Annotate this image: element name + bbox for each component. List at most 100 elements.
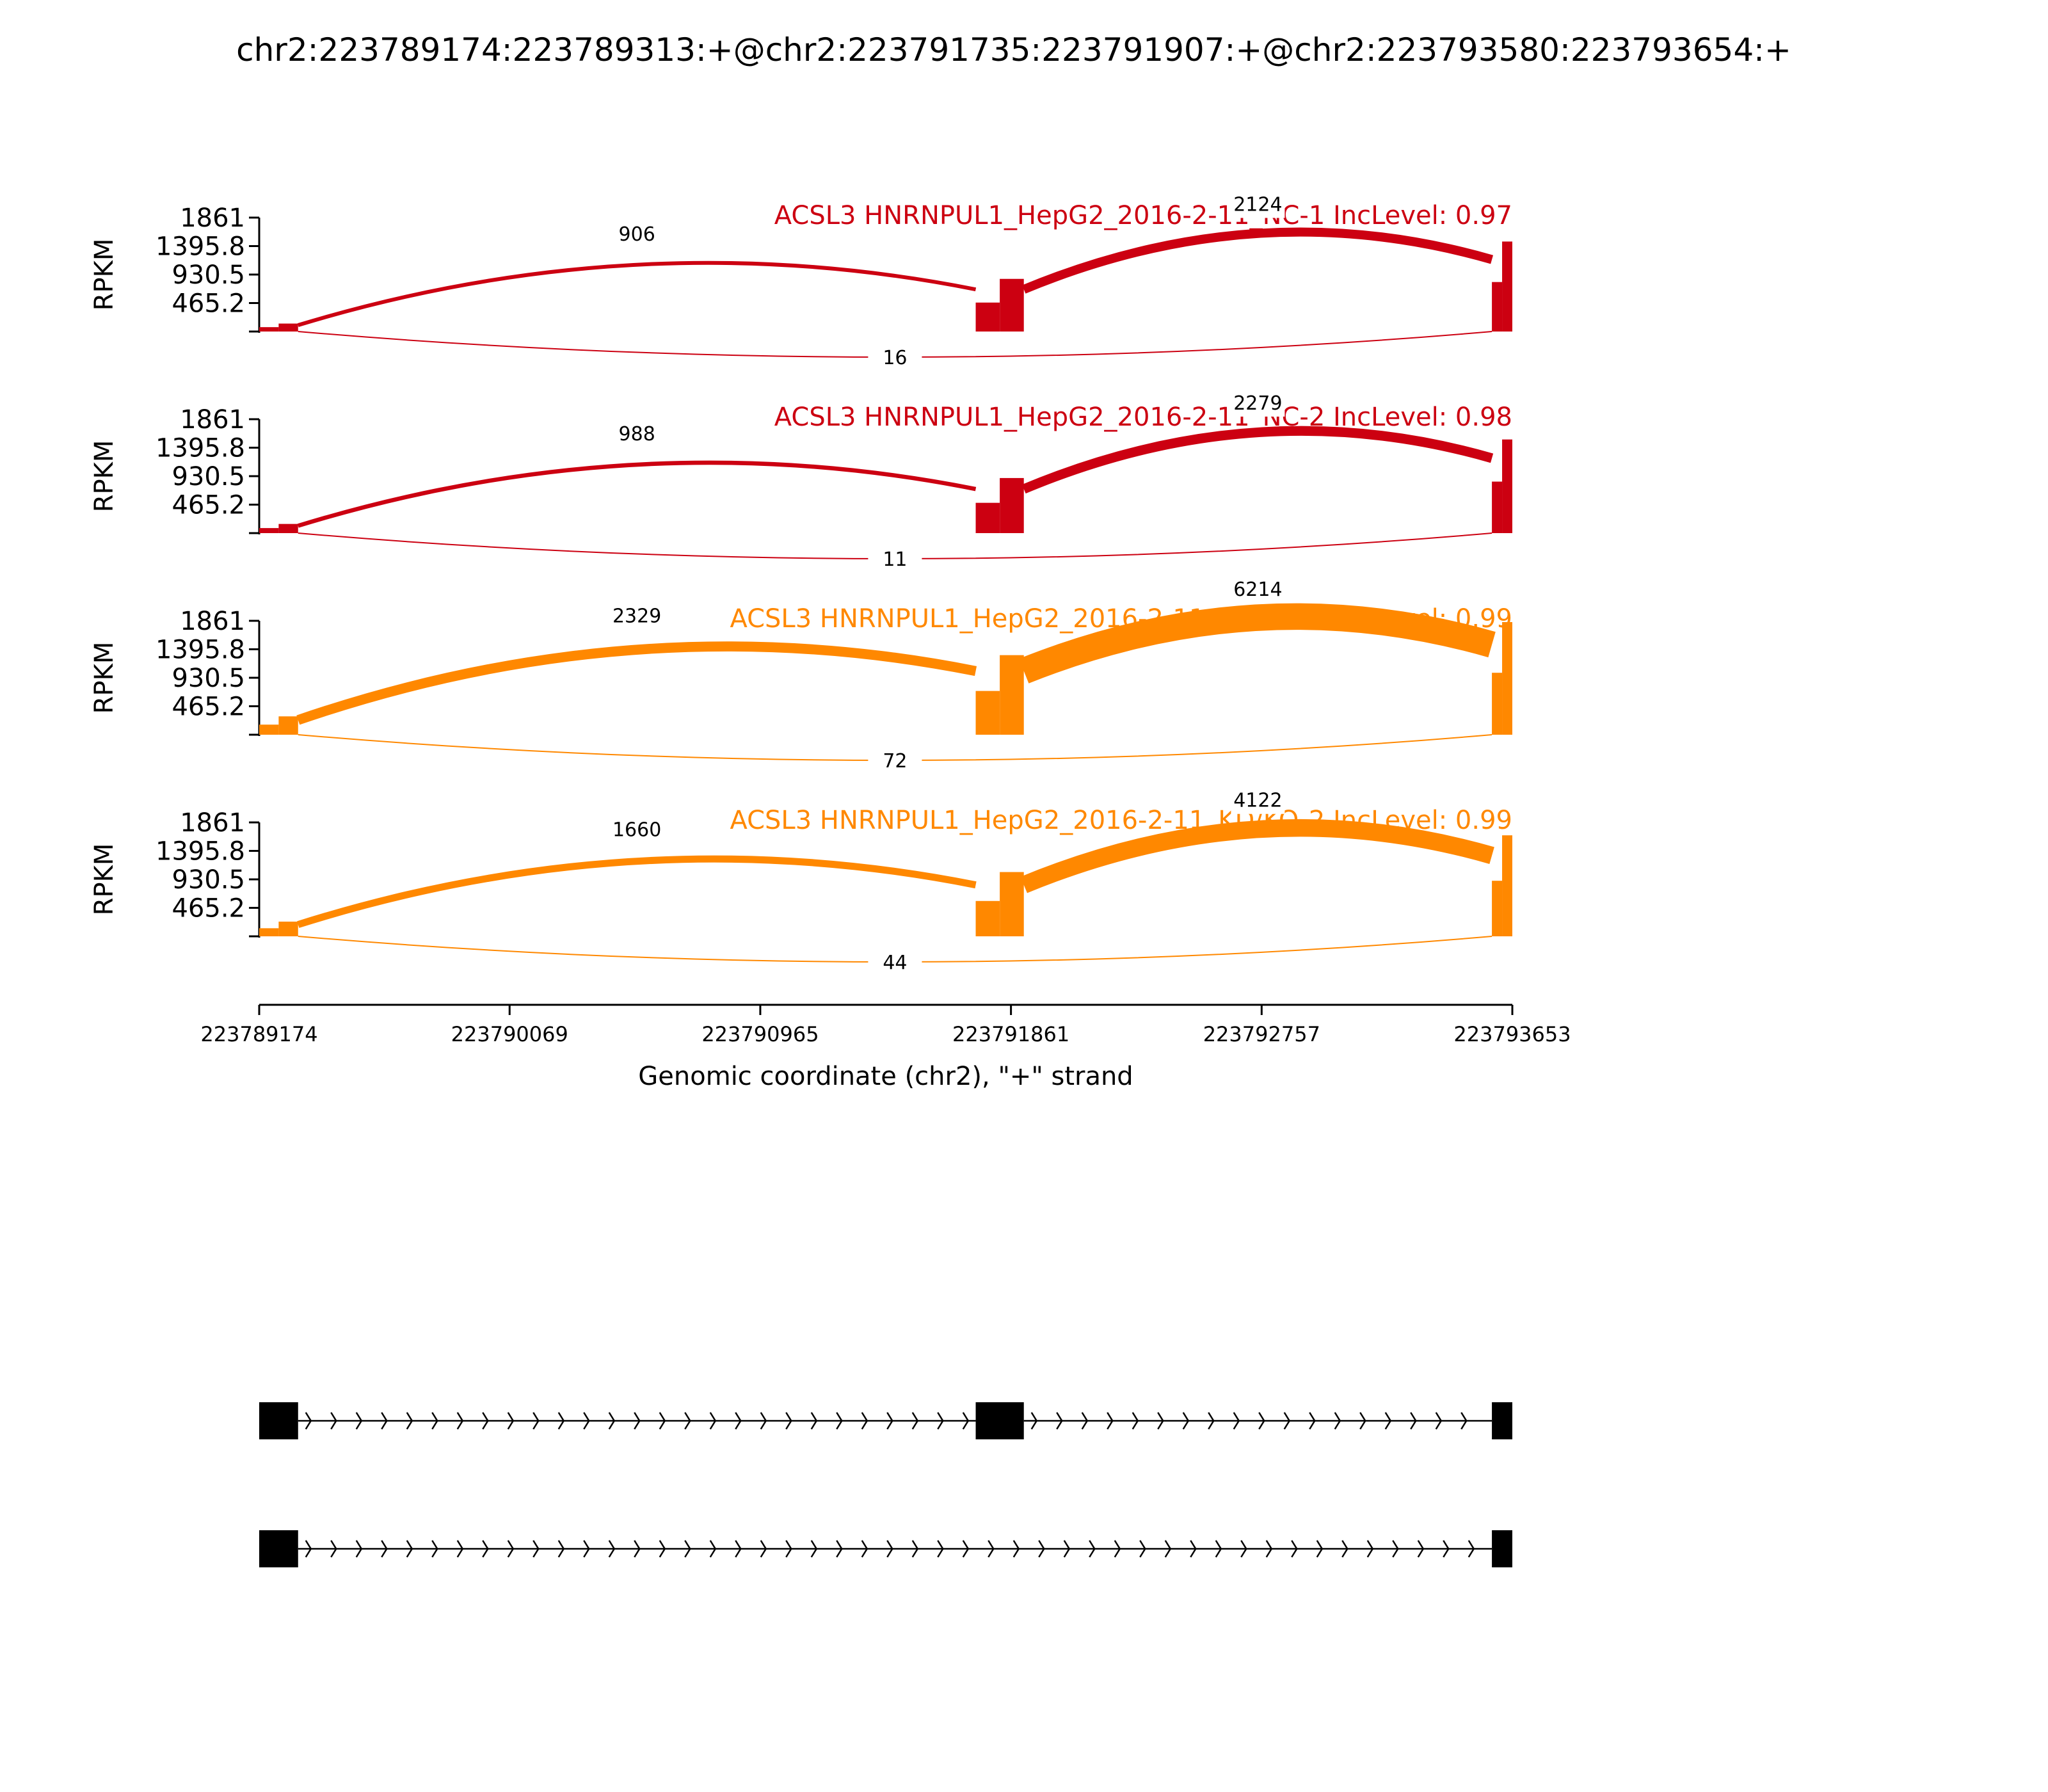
strand-arrow bbox=[608, 1412, 616, 1430]
y-axis-label: RPKM bbox=[90, 440, 119, 513]
strand-arrow bbox=[1341, 1540, 1348, 1558]
strand-arrow bbox=[937, 1412, 944, 1430]
strand-arrow bbox=[1063, 1540, 1071, 1558]
y-tick-label: 1395.8 bbox=[156, 836, 245, 866]
strand-arrow bbox=[1392, 1540, 1399, 1558]
strand-arrow bbox=[507, 1412, 515, 1430]
junction-arc bbox=[296, 641, 977, 725]
y-tick-label: 1861 bbox=[180, 204, 245, 233]
junction-arc bbox=[1022, 227, 1494, 294]
strand-arrow bbox=[861, 1540, 868, 1558]
strand-arrow bbox=[1182, 1412, 1190, 1430]
isoform-track-1 bbox=[259, 1402, 1512, 1439]
x-tick-label: 223793653 bbox=[1453, 1022, 1571, 1046]
strand-arrow bbox=[1208, 1412, 1215, 1430]
y-tick-label: 930.5 bbox=[172, 462, 245, 492]
strand-arrow bbox=[431, 1540, 438, 1558]
coverage-block bbox=[1000, 477, 1024, 533]
strand-arrow bbox=[785, 1412, 792, 1430]
junction-label-bg bbox=[610, 419, 664, 448]
strand-arrow bbox=[1359, 1412, 1366, 1430]
junction-label-bg bbox=[610, 815, 664, 844]
strand-arrow bbox=[1030, 1412, 1038, 1430]
strand-arrow bbox=[482, 1540, 489, 1558]
strand-arrow bbox=[861, 1412, 868, 1430]
strand-arrow bbox=[1114, 1540, 1121, 1558]
coverage-block bbox=[975, 900, 1000, 936]
coverage-block bbox=[259, 928, 279, 936]
coverage-block bbox=[278, 323, 298, 332]
y-tick-label: 930.5 bbox=[172, 664, 245, 693]
x-tick-label: 223790965 bbox=[701, 1022, 819, 1046]
junction-label-bg bbox=[1231, 785, 1285, 814]
strand-arrow bbox=[330, 1412, 337, 1430]
x-tick-label: 223789174 bbox=[200, 1022, 317, 1046]
y-tick-label: 1861 bbox=[180, 607, 245, 636]
strand-arrow bbox=[886, 1412, 893, 1430]
junction-count: 1660 bbox=[612, 819, 661, 842]
exon-block bbox=[259, 1530, 298, 1567]
strand-arrow bbox=[1291, 1540, 1298, 1558]
strand-arrow bbox=[1132, 1412, 1139, 1430]
strand-arrow bbox=[406, 1540, 413, 1558]
coverage-block bbox=[1502, 622, 1512, 735]
coverage-block bbox=[278, 716, 298, 735]
junction-label-bg bbox=[868, 746, 922, 774]
strand-arrow bbox=[988, 1540, 995, 1558]
x-axis-label: Genomic coordinate (chr2), "+" strand bbox=[638, 1062, 1133, 1091]
coverage-block bbox=[1492, 673, 1503, 735]
strand-arrow bbox=[1443, 1540, 1450, 1558]
coverage-block bbox=[278, 922, 298, 936]
strand-arrow bbox=[760, 1540, 767, 1558]
strand-arrow bbox=[911, 1540, 919, 1558]
coverage-block bbox=[1000, 278, 1024, 332]
x-tick-label: 223792757 bbox=[1203, 1022, 1320, 1046]
strand-arrow bbox=[836, 1412, 843, 1430]
y-axis-label: RPKM bbox=[90, 239, 119, 311]
coverage-block bbox=[1502, 835, 1512, 936]
y-tick-label: 1395.8 bbox=[156, 232, 245, 261]
exon-block bbox=[1492, 1402, 1512, 1439]
strand-arrow bbox=[608, 1540, 616, 1558]
strand-arrow bbox=[1081, 1412, 1089, 1430]
strand-arrow bbox=[482, 1412, 489, 1430]
coverage-block bbox=[975, 691, 1000, 735]
strand-arrow bbox=[381, 1412, 388, 1430]
strand-arrow bbox=[709, 1540, 717, 1558]
coverage-block bbox=[259, 327, 279, 332]
coverage-block bbox=[1492, 881, 1503, 936]
x-axis: 223789174 223790069 223790965 223791861 2237… bbox=[200, 1004, 1571, 1091]
strand-arrow bbox=[532, 1540, 540, 1558]
strand-arrow bbox=[684, 1540, 691, 1558]
strand-arrow bbox=[557, 1412, 565, 1430]
y-tick-label: 465.2 bbox=[172, 491, 245, 520]
junction-count: 2279 bbox=[1233, 392, 1282, 415]
junction-count: 16 bbox=[883, 347, 907, 369]
strand-arrow bbox=[1334, 1412, 1341, 1430]
strand-arrow bbox=[1384, 1412, 1392, 1430]
isoform-track-2 bbox=[259, 1530, 1512, 1567]
strand-arrow bbox=[886, 1540, 893, 1558]
coverage-block bbox=[1000, 872, 1024, 936]
strand-arrow bbox=[1460, 1412, 1468, 1430]
coverage-block bbox=[259, 528, 279, 533]
strand-arrow bbox=[1309, 1412, 1316, 1430]
y-tick-label: 930.5 bbox=[172, 260, 245, 290]
strand-arrow bbox=[634, 1540, 641, 1558]
strand-arrow bbox=[507, 1540, 515, 1558]
junction-arc bbox=[1019, 603, 1496, 684]
coverage-block bbox=[1492, 282, 1503, 332]
strand-arrow bbox=[962, 1412, 970, 1430]
junction-label-bg bbox=[1231, 388, 1285, 417]
strand-arrow bbox=[1139, 1540, 1146, 1558]
coverage-block bbox=[975, 302, 1000, 332]
strand-arrow bbox=[785, 1540, 792, 1558]
junction-arc bbox=[297, 260, 977, 327]
strand-arrow bbox=[659, 1540, 666, 1558]
coverage-block bbox=[1502, 241, 1512, 332]
strand-arrow bbox=[1366, 1540, 1374, 1558]
